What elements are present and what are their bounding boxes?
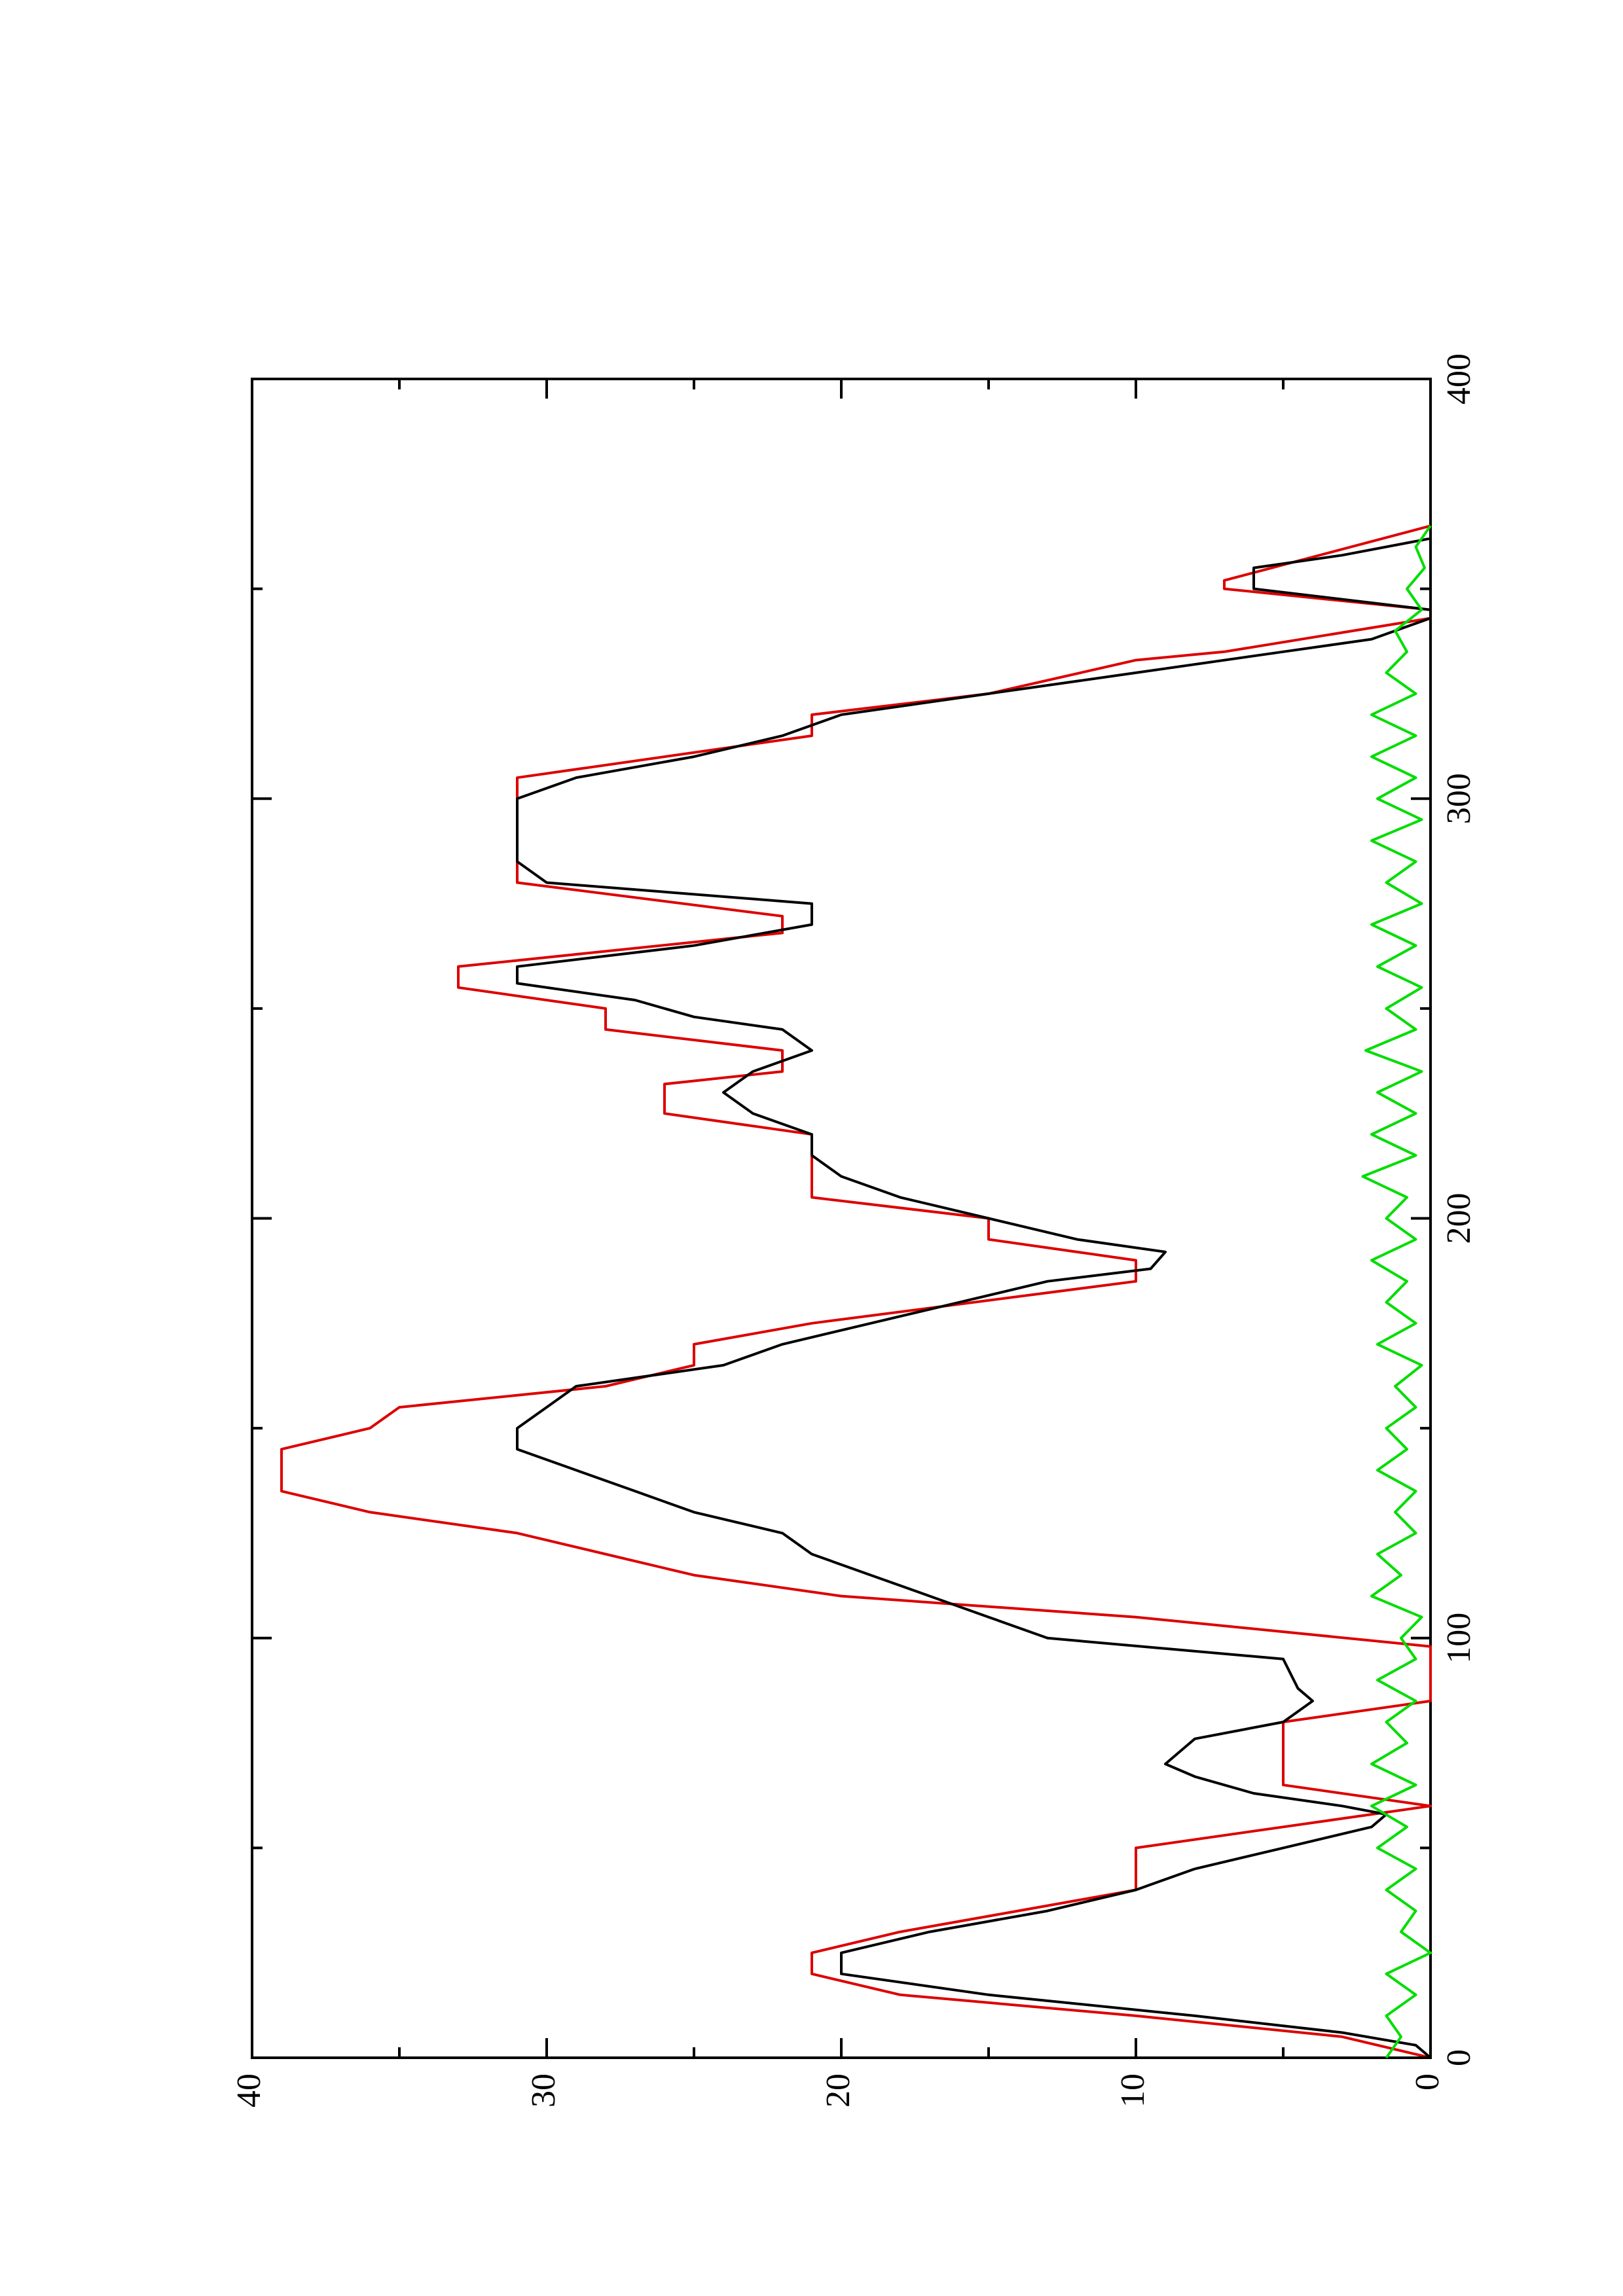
x-tick-label: 300: [1440, 773, 1478, 824]
plot-frame: [251, 378, 1432, 2059]
x-tick-label: 400: [1440, 353, 1478, 404]
y-tick-label: 0: [1409, 2073, 1446, 2090]
x-tick-label: 0: [1440, 2049, 1478, 2066]
labels-layer: 0 100 200 300 400 0 10 20 30 40: [230, 353, 1478, 2108]
y-tick-label: 20: [820, 2073, 857, 2108]
x-tick-label: 200: [1440, 1193, 1478, 1244]
y-tick-label: 30: [525, 2073, 562, 2108]
series-line-1: [280, 524, 1432, 2059]
ticks-layer: [251, 378, 1432, 2059]
y-tick-label: 40: [230, 2073, 268, 2108]
series-layer: [280, 524, 1432, 2059]
x-tick-label: 100: [1440, 1613, 1478, 1664]
series-line-3: [1361, 525, 1432, 2059]
series-line-2: [516, 526, 1432, 2059]
y-tick-label: 10: [1114, 2073, 1152, 2108]
